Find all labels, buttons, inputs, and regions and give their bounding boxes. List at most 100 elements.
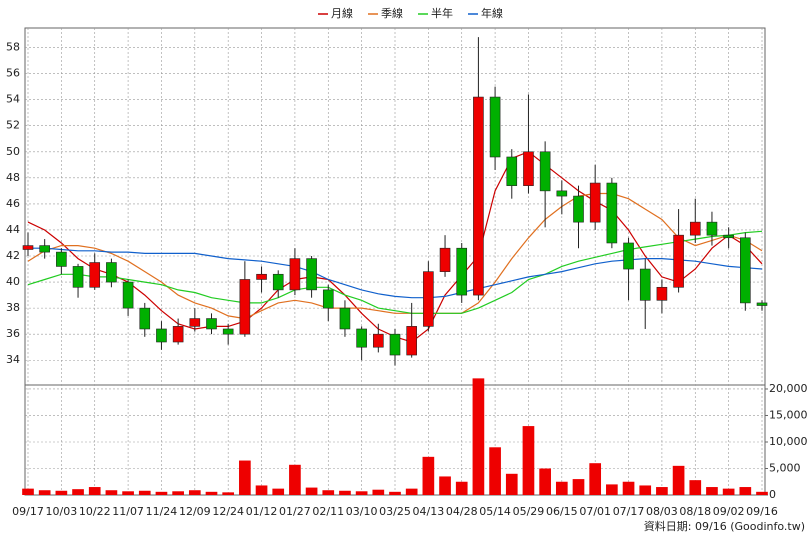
y2-tick-label: 5,000 [769, 461, 801, 474]
volume-bar [656, 487, 668, 495]
candle-body [322, 289, 334, 309]
x-tick-label: 03/25 [379, 505, 411, 518]
volume-bar [122, 491, 134, 495]
y2-tick-label: 10,000 [769, 435, 808, 448]
candle-body [206, 318, 217, 330]
volume-bar [172, 491, 184, 495]
x-tick-label: 09/16 [746, 505, 778, 518]
x-tick-label: 07/17 [613, 505, 645, 518]
candle-body [373, 333, 384, 348]
volume-bar [489, 447, 501, 495]
legend-label: 月線 [331, 6, 353, 20]
y-tick-label: 38 [6, 301, 20, 314]
candle-body [56, 251, 67, 267]
candle-body [122, 281, 134, 309]
candle-body [289, 258, 301, 291]
y-tick-label: 44 [6, 223, 20, 236]
x-tick-label: 10/22 [79, 505, 111, 518]
y2-tick-label: 20,000 [769, 382, 808, 395]
y-tick-label: 48 [6, 171, 20, 184]
volume-bar [722, 488, 735, 495]
volume-bar [539, 468, 551, 495]
legend-label: 季線 [381, 6, 403, 20]
volume-bar [305, 487, 318, 495]
volume-bar [455, 481, 468, 495]
x-tick-label: 11/07 [112, 505, 144, 518]
candle-body [706, 221, 718, 236]
candle-body [222, 328, 234, 335]
candle-body [489, 96, 501, 158]
x-tick-label: 01/12 [246, 505, 278, 518]
volume-bar [322, 490, 335, 495]
candle-body [673, 234, 684, 288]
x-tick-label: 02/11 [312, 505, 344, 518]
volume-bar [372, 489, 385, 495]
candle-body [139, 307, 151, 330]
volume-bar [622, 481, 635, 495]
candle-body [740, 237, 751, 304]
volume-bar [339, 490, 351, 495]
candle-body [89, 262, 101, 288]
candle-body [22, 245, 34, 250]
candle-body [272, 273, 284, 291]
x-tick-label: 12/09 [179, 505, 211, 518]
y-tick-label: 46 [6, 197, 20, 210]
volume-bar [72, 489, 84, 495]
legend-label: 年線 [481, 6, 503, 20]
volume-bar [639, 485, 652, 495]
candle-body [573, 195, 584, 223]
candle-body [239, 279, 251, 335]
y-tick-label: 50 [6, 145, 20, 158]
volume-bar [38, 490, 51, 495]
candle-body [623, 242, 634, 270]
candle-body [406, 326, 417, 356]
volume-bar [239, 460, 251, 495]
volume-bar [756, 491, 768, 495]
candle-body [389, 333, 401, 356]
candle-body [39, 245, 50, 253]
candle-body [172, 326, 184, 343]
volume-bar [55, 490, 68, 495]
candle-body [556, 190, 568, 197]
x-tick-label: 06/15 [546, 505, 578, 518]
candle-body [756, 302, 768, 306]
candle-body [356, 328, 367, 348]
y-tick-label: 54 [6, 93, 20, 106]
x-tick-label: 07/01 [579, 505, 611, 518]
candle-body [689, 221, 701, 236]
volume-bar [522, 426, 535, 495]
x-tick-label: 05/29 [513, 505, 545, 518]
y-tick-label: 42 [6, 249, 20, 262]
volume-bar [472, 378, 485, 495]
footnote: 資料日期: 09/16 (Goodinfo.tw) [644, 519, 805, 533]
x-tick-label: 08/18 [679, 505, 711, 518]
y-tick-label: 52 [6, 119, 20, 132]
candle-body [106, 262, 117, 283]
volume-bar [88, 487, 101, 495]
volume-bar [555, 481, 568, 495]
volume-bar [706, 487, 718, 495]
x-tick-label: 05/14 [479, 505, 511, 518]
volume-bar [22, 488, 34, 495]
volume-bar [188, 490, 201, 495]
y-tick-label: 34 [6, 353, 20, 366]
candle-body [72, 266, 84, 288]
candle-body [723, 234, 734, 239]
ma-line [27, 192, 763, 320]
candle-body [639, 268, 651, 301]
candle-body [589, 182, 601, 223]
volume-bar [739, 487, 752, 495]
ma-line [27, 230, 763, 314]
candle-body [539, 151, 551, 192]
x-tick-label: 11/24 [146, 505, 178, 518]
y2-tick-label: 15,000 [769, 408, 808, 421]
x-tick-label: 09/02 [713, 505, 745, 518]
candle-body [189, 318, 201, 327]
x-tick-label: 03/10 [346, 505, 378, 518]
ma-line [28, 247, 763, 299]
x-tick-label: 08/03 [646, 505, 678, 518]
x-tick-label: 04/13 [413, 505, 445, 518]
volume-bar [672, 465, 685, 495]
x-tick-label: 01/27 [279, 505, 311, 518]
